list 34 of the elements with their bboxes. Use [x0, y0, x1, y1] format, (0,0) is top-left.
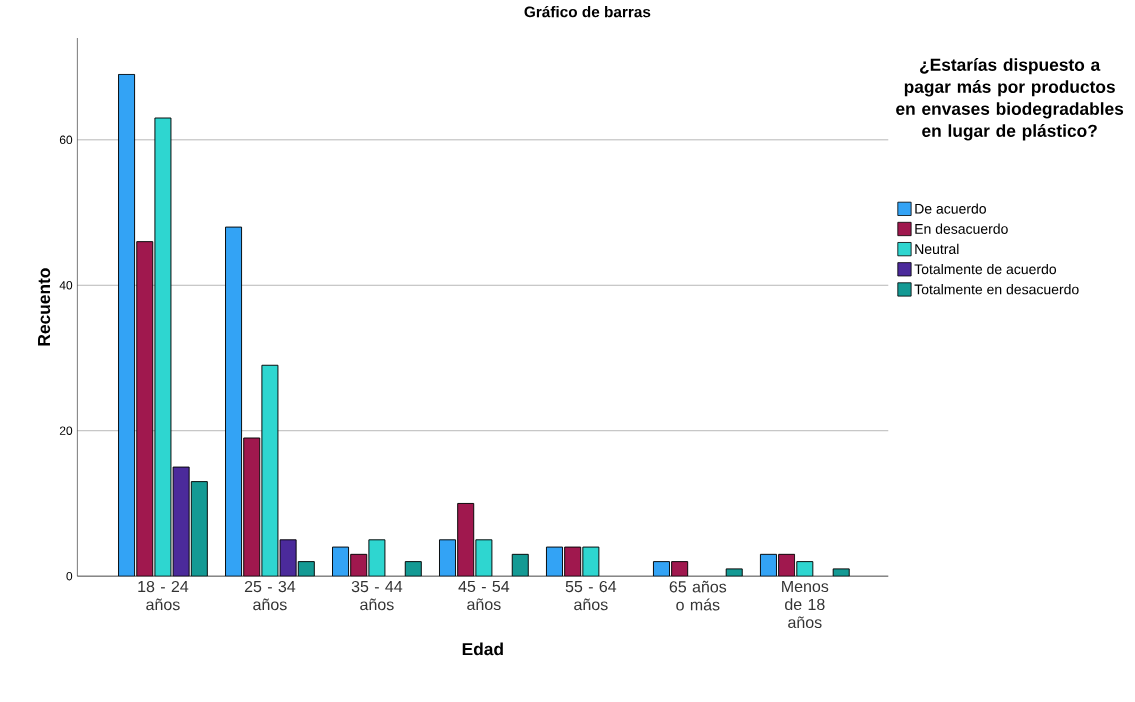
bar [796, 561, 814, 577]
bar [136, 241, 154, 577]
legend-title: ¿Estarías dispuesto a pagar más por productos en envases biodegradables en lugar de plástico? [896, 58, 1124, 141]
bar [582, 546, 600, 577]
legend-label: Totalmente en desacuerdo [914, 284, 1079, 295]
y-tick-label: 40 [59, 281, 73, 290]
bar [172, 466, 190, 577]
x-tick-label: 55 - 64 años [565, 581, 617, 611]
bar [404, 561, 422, 577]
x-tick-label: 18 - 24 años [138, 581, 189, 611]
bar [832, 568, 850, 577]
x-tick-label: 45 - 54 años [458, 581, 510, 611]
x-tick-label: 25 - 34 años [244, 581, 296, 611]
bar [564, 546, 582, 577]
x-axis-title: Edad [462, 642, 503, 656]
legend-label: En desacuerdo [915, 223, 1008, 235]
legend-label: Totalmente de acuerdo [914, 264, 1057, 275]
bar [350, 554, 368, 577]
legend-label: De acuerdo [915, 203, 986, 214]
bar [671, 561, 689, 577]
bar [511, 554, 529, 577]
bar [457, 503, 475, 577]
y-tick-label: 60 [59, 135, 73, 145]
y-tick-label: 0 [66, 572, 73, 581]
bar [778, 554, 796, 577]
chart-title: Gráfico de barras [524, 6, 651, 18]
legend-label: Neutral [915, 243, 959, 255]
y-axis-title: Recuento [38, 268, 51, 346]
bar [243, 437, 261, 577]
y-tick-label: 20 [59, 426, 73, 436]
x-tick-label: 65 años o más [669, 581, 727, 611]
bar [725, 568, 743, 577]
x-tick-label: 35 - 44 años [351, 581, 403, 611]
x-tick-label: Menos de 18 años [782, 581, 829, 629]
